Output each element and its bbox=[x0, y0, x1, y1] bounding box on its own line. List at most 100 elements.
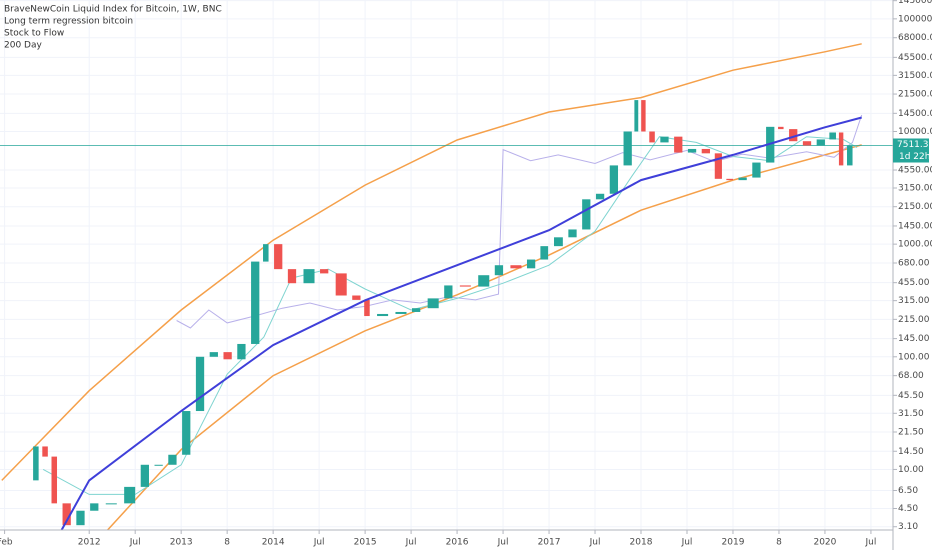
y-tick-label: 4.50 bbox=[898, 504, 918, 514]
candle bbox=[816, 139, 825, 146]
candle bbox=[641, 100, 646, 132]
candle bbox=[526, 259, 536, 269]
y-tick-label: 2150.00 bbox=[898, 202, 932, 212]
y-tick-label: 215.00 bbox=[898, 315, 930, 325]
y-tick-label: 1450.00 bbox=[898, 221, 932, 231]
x-tick-label: Jul bbox=[313, 538, 325, 548]
candle bbox=[582, 199, 591, 230]
candle bbox=[752, 162, 761, 178]
chart-title: BraveNewCoin Liquid Index for Bitcoin, 1… bbox=[4, 5, 222, 15]
candle bbox=[274, 244, 283, 270]
y-tick-label: 145.00 bbox=[898, 334, 930, 344]
candle bbox=[237, 343, 246, 360]
y-tick-label: 680.00 bbox=[898, 259, 930, 269]
candle bbox=[494, 265, 504, 276]
candle bbox=[62, 503, 71, 526]
candle bbox=[287, 269, 297, 284]
y-tick-label: 10000.00 bbox=[898, 127, 932, 137]
candle bbox=[223, 352, 232, 360]
y-tick-label: 21500.00 bbox=[898, 90, 932, 100]
candle bbox=[251, 261, 260, 344]
candle bbox=[660, 136, 669, 143]
y-tick-label: 14500.00 bbox=[898, 109, 932, 119]
last-price-box bbox=[893, 138, 929, 151]
candle bbox=[33, 446, 39, 481]
y-tick-label: 68000.00 bbox=[898, 33, 932, 43]
candle bbox=[154, 464, 163, 466]
x-tick-label: 2015 bbox=[354, 538, 377, 548]
x-tick-label: 2018 bbox=[630, 538, 653, 548]
candle bbox=[335, 273, 347, 296]
y-tick-label: 3.10 bbox=[898, 522, 918, 532]
legend-entry: 200 Day bbox=[4, 41, 42, 51]
y-tick-label: 45.50 bbox=[898, 391, 924, 401]
countdown-label: 1d 22h bbox=[899, 152, 930, 162]
plot-area bbox=[0, 43, 893, 530]
y-tick-label: 6.50 bbox=[898, 486, 918, 496]
legend: BraveNewCoin Liquid Index for Bitcoin, 1… bbox=[4, 5, 222, 51]
y-tick-label: 455.00 bbox=[898, 278, 930, 288]
candle bbox=[320, 269, 329, 274]
candle bbox=[377, 313, 389, 317]
candle bbox=[182, 411, 191, 455]
candle bbox=[459, 285, 471, 287]
candle bbox=[444, 285, 453, 299]
y-tick-label: 4550.00 bbox=[898, 166, 932, 176]
candle bbox=[76, 510, 85, 526]
y-tick-label: 45500.00 bbox=[898, 53, 932, 63]
x-tick-label: Jul bbox=[681, 538, 693, 548]
candle bbox=[510, 265, 522, 269]
x-tick-label: Jul bbox=[497, 538, 509, 548]
regression-line bbox=[60, 116, 862, 530]
x-tick-label: Jul bbox=[589, 538, 601, 548]
candle bbox=[427, 298, 439, 309]
candle bbox=[42, 446, 48, 457]
series-line bbox=[176, 114, 863, 329]
candle bbox=[829, 132, 836, 140]
x-tick-label: 2019 bbox=[722, 538, 745, 548]
candle bbox=[634, 100, 639, 132]
candle bbox=[478, 275, 490, 287]
x-tick-label: Jul bbox=[129, 538, 141, 548]
candle bbox=[105, 503, 117, 505]
candle bbox=[195, 356, 205, 412]
x-tick-label: 2016 bbox=[446, 538, 469, 548]
candle bbox=[847, 145, 853, 166]
x-tick-label: 2020 bbox=[813, 538, 836, 548]
x-tick-label: 2014 bbox=[262, 538, 285, 548]
x-tick-label: 8 bbox=[224, 538, 230, 548]
candle bbox=[674, 136, 683, 153]
series-line bbox=[42, 136, 858, 495]
x-tick-label: Jul bbox=[405, 538, 417, 548]
y-tick-label: 315.00 bbox=[898, 296, 930, 306]
y-tick-label: 31.50 bbox=[898, 409, 924, 419]
candle bbox=[540, 246, 549, 260]
candle bbox=[609, 165, 619, 194]
candle bbox=[568, 229, 577, 238]
y-tick-label: 21.50 bbox=[898, 427, 924, 437]
candle bbox=[412, 308, 421, 312]
candle bbox=[789, 129, 798, 142]
y-tick-label: 10.00 bbox=[898, 465, 924, 475]
y-tick-label: 100000.00 bbox=[898, 14, 932, 24]
x-tick-label: 8 bbox=[776, 538, 782, 548]
grid bbox=[0, 0, 893, 530]
legend-entry: Stock to Flow bbox=[4, 29, 64, 39]
candle bbox=[687, 148, 697, 153]
candle bbox=[838, 132, 844, 166]
x-tick-label: Feb bbox=[0, 538, 13, 548]
candle bbox=[595, 193, 605, 200]
candle bbox=[778, 126, 784, 130]
candle bbox=[51, 456, 58, 504]
candle bbox=[124, 486, 136, 504]
candle bbox=[263, 244, 269, 262]
x-tick-label: Jul bbox=[864, 538, 876, 548]
x-tick-label: 2013 bbox=[170, 538, 193, 548]
candle bbox=[140, 464, 149, 487]
candle bbox=[209, 352, 218, 357]
y-tick-label: 68.00 bbox=[898, 371, 924, 381]
candle bbox=[738, 177, 747, 181]
candle bbox=[395, 311, 407, 314]
